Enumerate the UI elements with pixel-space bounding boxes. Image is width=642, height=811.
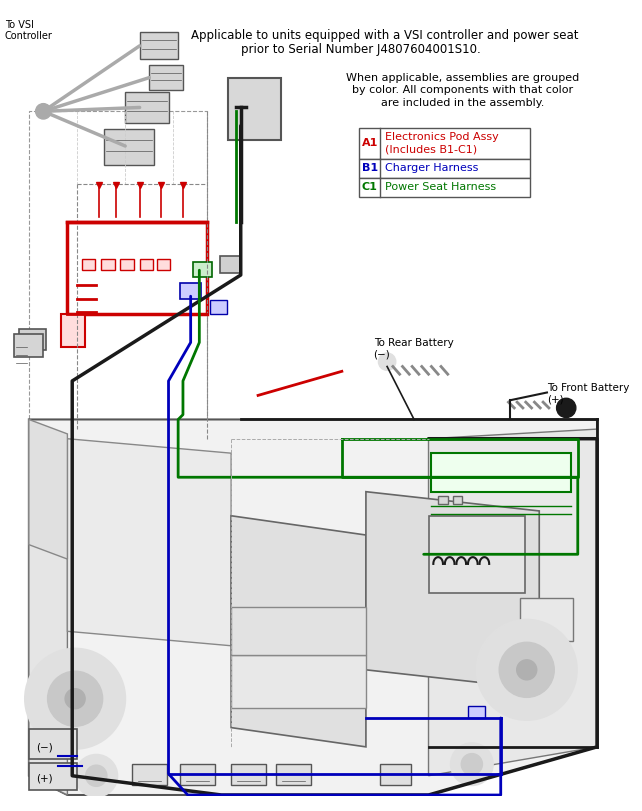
Bar [139,259,153,270]
Bar [101,259,114,270]
Circle shape [451,743,493,785]
Bar [157,259,170,270]
Bar [428,516,525,593]
Bar [60,314,85,347]
Bar [19,329,46,350]
Bar [231,655,366,708]
Bar [29,763,77,790]
Polygon shape [231,516,366,747]
Circle shape [476,620,577,720]
Circle shape [48,672,103,727]
Bar [468,706,485,718]
Polygon shape [428,429,597,776]
Text: are included in the assembly.: are included in the assembly. [381,98,544,108]
Bar [359,127,530,158]
Bar [210,300,227,314]
Bar [231,607,366,655]
Polygon shape [29,419,67,559]
Polygon shape [29,419,67,795]
Bar [359,178,530,197]
Bar [149,65,183,90]
Text: To Front Battery
(+): To Front Battery (+) [547,383,629,405]
Circle shape [25,649,125,749]
Text: To VSI
Controller: To VSI Controller [4,19,53,41]
Text: When applicable, assemblies are grouped: When applicable, assemblies are grouped [345,73,579,83]
Bar [125,92,168,123]
Bar [120,259,134,270]
Text: Electronics Pod Assy
(Includes B1-C1): Electronics Pod Assy (Includes B1-C1) [385,132,499,154]
Polygon shape [29,419,597,795]
Bar [228,78,281,140]
Text: A1: A1 [361,138,378,148]
Polygon shape [366,491,539,689]
Circle shape [517,660,537,680]
Circle shape [557,398,576,418]
Bar [438,496,447,504]
Circle shape [378,353,395,371]
Bar [29,111,207,429]
Circle shape [85,765,107,787]
Bar [104,129,154,165]
Text: prior to Serial Number J4807604001S10.: prior to Serial Number J4807604001S10. [241,43,481,56]
Bar [180,283,201,299]
Bar [380,764,411,785]
Circle shape [499,642,554,697]
Circle shape [171,480,185,494]
Bar [220,255,241,273]
Polygon shape [67,439,231,646]
Bar [132,764,166,785]
Bar [520,598,573,641]
Text: B1: B1 [361,163,378,173]
Text: (+): (+) [35,774,52,783]
Bar [231,764,266,785]
Bar [67,222,207,314]
Bar [359,158,530,178]
Bar [29,728,77,759]
Text: Applicable to units equipped with a VSI controller and power seat: Applicable to units equipped with a VSI … [191,28,579,41]
Circle shape [35,104,51,119]
Bar [14,334,43,357]
Text: C1: C1 [362,182,377,192]
Bar [193,261,212,277]
Text: Power Seat Harness: Power Seat Harness [385,182,496,192]
Text: by color. All components with that color: by color. All components with that color [352,85,573,96]
Bar [453,496,462,504]
Bar [139,32,178,59]
Bar [180,764,214,785]
Bar [276,764,311,785]
Circle shape [461,753,482,775]
Bar [82,259,95,270]
Circle shape [65,689,85,709]
Bar [431,453,571,491]
Text: Charger Harness: Charger Harness [385,163,478,173]
Text: (−): (−) [35,742,53,752]
Circle shape [75,754,117,797]
Text: To Rear Battery
(−): To Rear Battery (−) [374,337,453,359]
